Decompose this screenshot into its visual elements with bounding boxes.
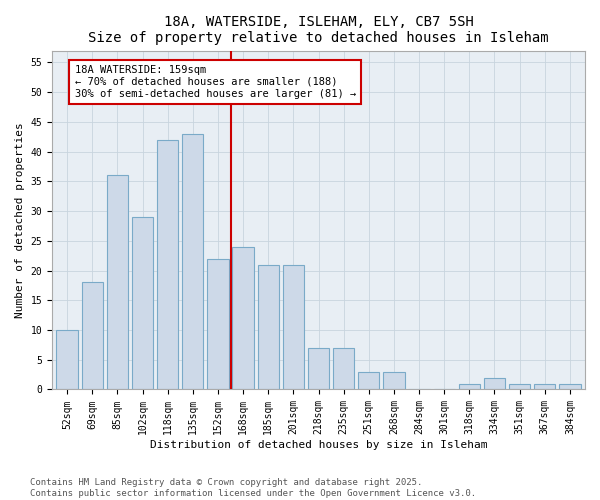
Title: 18A, WATERSIDE, ISLEHAM, ELY, CB7 5SH
Size of property relative to detached hous: 18A, WATERSIDE, ISLEHAM, ELY, CB7 5SH Si… xyxy=(88,15,549,45)
Y-axis label: Number of detached properties: Number of detached properties xyxy=(15,122,25,318)
Bar xyxy=(559,384,581,390)
Bar xyxy=(232,247,254,390)
Bar xyxy=(82,282,103,390)
Bar xyxy=(509,384,530,390)
Bar xyxy=(458,384,480,390)
Bar xyxy=(383,372,404,390)
Bar xyxy=(157,140,178,390)
Bar xyxy=(107,176,128,390)
Bar xyxy=(257,264,279,390)
Text: Contains HM Land Registry data © Crown copyright and database right 2025.
Contai: Contains HM Land Registry data © Crown c… xyxy=(30,478,476,498)
Bar xyxy=(207,258,229,390)
Bar xyxy=(182,134,203,390)
Bar xyxy=(333,348,355,390)
X-axis label: Distribution of detached houses by size in Isleham: Distribution of detached houses by size … xyxy=(150,440,487,450)
Bar xyxy=(283,264,304,390)
Bar xyxy=(308,348,329,390)
Bar xyxy=(56,330,78,390)
Text: 18A WATERSIDE: 159sqm
← 70% of detached houses are smaller (188)
30% of semi-det: 18A WATERSIDE: 159sqm ← 70% of detached … xyxy=(74,66,356,98)
Bar xyxy=(358,372,379,390)
Bar xyxy=(534,384,556,390)
Bar xyxy=(132,217,153,390)
Bar xyxy=(484,378,505,390)
